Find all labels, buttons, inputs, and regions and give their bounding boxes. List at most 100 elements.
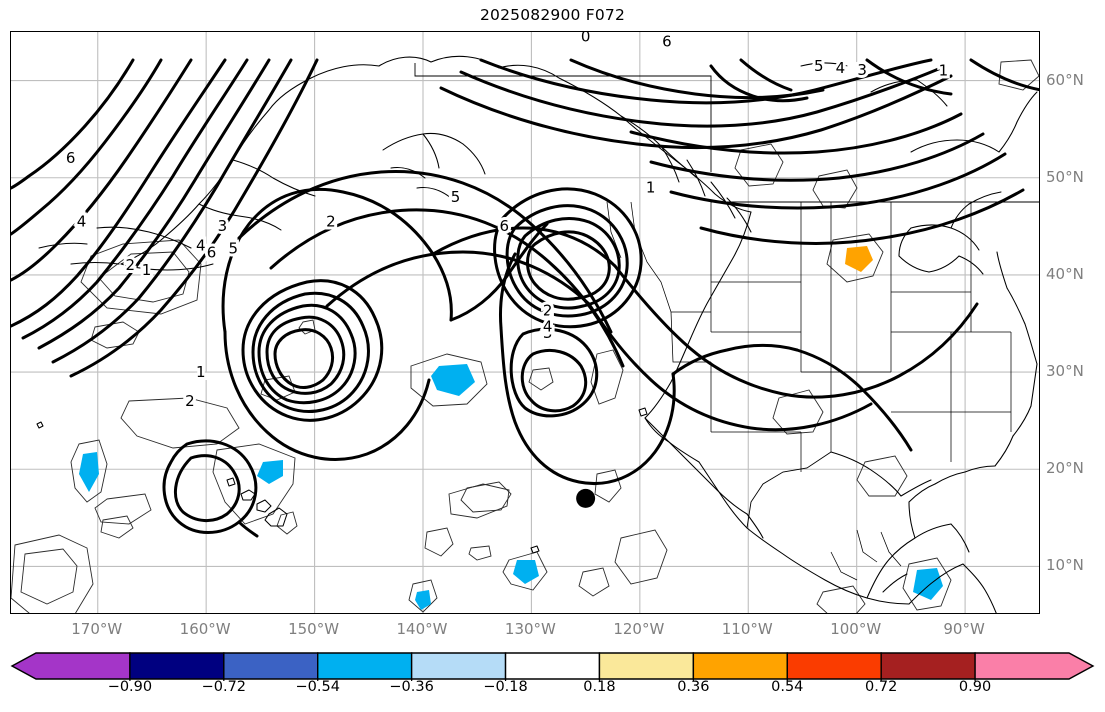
contour-label-halo: 4	[77, 212, 87, 230]
shade-region	[826, 233, 884, 283]
colorbar-segment[interactable]	[504, 652, 601, 680]
shade-region	[594, 469, 622, 503]
contour-label: 3	[857, 61, 867, 79]
shade-region	[845, 246, 873, 272]
shade-region	[20, 548, 78, 605]
colorbar-segment[interactable]	[974, 652, 1095, 680]
contour-label-halo: 4	[196, 237, 206, 255]
colorbar-tick-label: 0.18	[583, 679, 616, 695]
contour-label-halo: 2	[125, 256, 135, 274]
shade-region	[578, 567, 610, 597]
longitude-label: 140°W	[396, 620, 448, 638]
colorbar-segment[interactable]	[880, 652, 976, 680]
geography-layer	[36, 55, 1039, 613]
colorbar-segment[interactable]	[598, 652, 695, 680]
longitude-label: 160°W	[179, 620, 231, 638]
shade-region	[448, 483, 510, 519]
colorbar-segment[interactable]	[10, 652, 131, 680]
shade-region	[100, 515, 134, 539]
contour-label-halo: 2	[326, 212, 336, 230]
colorbar-segment[interactable]	[410, 652, 507, 680]
contour-label-halo: 6	[207, 243, 217, 261]
contour-label-halo: 5	[814, 57, 824, 75]
storm-center-marker	[576, 488, 596, 508]
contour-label: 2	[326, 212, 336, 230]
shade-region	[856, 455, 908, 497]
shade-region	[812, 169, 858, 209]
colorbar-tick-label: 0.54	[771, 679, 804, 695]
latitude-label: 40°N	[1046, 264, 1084, 283]
colorbar[interactable]: −0.90 −0.72 −0.54 −0.36 −0.18 0.18 0.36 0.54 0.7…	[10, 651, 1095, 709]
contour-label-halo: 3	[543, 324, 553, 342]
contour-label-halo: 2	[185, 392, 195, 410]
contour-label-halo: 4	[836, 59, 846, 77]
longitude-label: 120°W	[613, 620, 665, 638]
chart-title: 2025082900 F072	[479, 6, 626, 24]
contour-label-halo: 2	[543, 302, 553, 320]
contour-label-halo: 5	[451, 188, 461, 206]
shade-region	[590, 349, 624, 405]
contour-label: 2	[543, 302, 553, 320]
colorbar-tick-label: −0.18	[483, 679, 528, 695]
contour-label: 1	[646, 178, 656, 196]
colorbar-tick-label: −0.90	[107, 679, 153, 695]
shade-region	[79, 452, 99, 492]
colorbar-swatches	[10, 652, 1095, 681]
contour-label-halo: 1	[939, 62, 949, 80]
shade-region	[998, 59, 1039, 91]
colorbar-tick-label: 0.72	[865, 679, 898, 695]
contour-label: 2	[185, 392, 195, 410]
contour-label: 1	[142, 261, 152, 279]
contour-label: 6	[66, 149, 76, 167]
longitude-label: 170°W	[71, 620, 123, 638]
contour-label: 5	[451, 188, 461, 206]
colorbar-segment[interactable]	[786, 652, 882, 680]
contour-label: 5	[228, 240, 238, 258]
contour-label-halo: 6	[66, 149, 76, 167]
longitude-label: 150°W	[288, 620, 340, 638]
contour-label-halo: 3	[857, 61, 867, 79]
colorbar-segment[interactable]	[129, 652, 225, 680]
longitude-label: 110°W	[721, 620, 773, 638]
contour-label: 6	[662, 33, 672, 51]
longitude-label: 90°W	[943, 620, 985, 638]
contour-label-halo: 4	[543, 317, 553, 335]
contour-label: 4	[77, 212, 87, 230]
contour-label-halo: 0	[581, 32, 591, 46]
shade-region	[257, 460, 283, 484]
shade-region	[913, 568, 943, 600]
contour-label-halo: 6	[662, 33, 672, 51]
shaded-anomaly-regions	[11, 59, 1039, 613]
shade-region	[528, 367, 554, 391]
contour-label-halo: 1	[142, 261, 152, 279]
shade-region	[212, 443, 296, 525]
contour-lines	[11, 58, 1039, 538]
contour-label: 6	[207, 243, 217, 261]
colorbar-segment[interactable]	[317, 652, 413, 680]
colorbar-tick-label: −0.54	[295, 679, 340, 695]
shade-region	[513, 560, 539, 584]
shade-region	[98, 251, 190, 303]
colorbar-segment[interactable]	[223, 652, 319, 680]
shade-region	[431, 364, 475, 396]
contour-label-halo: 6	[500, 217, 510, 235]
contour-label: 0	[581, 32, 591, 46]
contour-label: 6	[500, 217, 510, 235]
shade-region	[11, 534, 94, 613]
shade-region	[816, 585, 866, 613]
contour-label-halo: 1	[646, 178, 656, 196]
colorbar-segment[interactable]	[692, 652, 788, 680]
contour-label-halo: 5	[228, 240, 238, 258]
shade-region	[424, 527, 454, 557]
shade-region	[94, 493, 152, 525]
contour-label: 4	[836, 59, 846, 77]
colorbar-tick-label: −0.36	[389, 679, 434, 695]
latitude-label: 20°N	[1046, 459, 1084, 478]
shade-region	[410, 353, 488, 407]
contour-label-halo: 3	[218, 217, 228, 235]
